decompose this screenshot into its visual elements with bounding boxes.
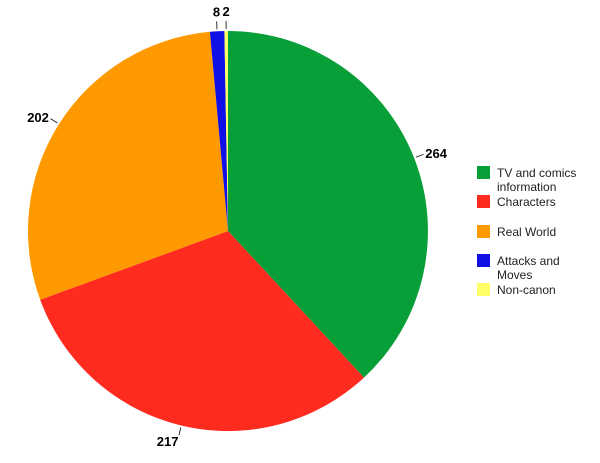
- legend-item-tv-and-comics-information: TV and comics information: [477, 166, 589, 194]
- legend-item-real-world: Real World: [477, 224, 589, 243]
- legend-label: Real World: [497, 224, 557, 239]
- legend-swatch-non-canon: [477, 283, 490, 296]
- pie-slice-non-canon[interactable]: [224, 30, 228, 231]
- value-leader-tick: [50, 118, 58, 124]
- legend-label: Characters: [497, 195, 556, 210]
- legend-label: Non-canon: [497, 283, 556, 297]
- legend-item-characters: Characters: [477, 195, 589, 213]
- slice-value-label: 217: [157, 434, 179, 449]
- legend-label: TV and comics information: [497, 166, 577, 194]
- pie-slice-real-world[interactable]: [27, 31, 228, 300]
- chart-legend: TV and comics information Characters Real …: [477, 166, 592, 301]
- pie-slice-tv-and-comics-information[interactable]: [228, 31, 428, 378]
- legend-swatch-characters: [477, 195, 490, 209]
- value-leader-tick: [178, 427, 182, 436]
- slice-value-label: 8: [213, 4, 220, 19]
- legend-swatch-attacks-and-moves: [477, 253, 490, 267]
- pie-slice-characters[interactable]: [40, 231, 364, 431]
- slice-value-label: 264: [425, 146, 447, 161]
- legend-swatch-real-world: [477, 224, 490, 238]
- slice-value-label: 202: [27, 110, 49, 125]
- legend-item-non-canon: Non-canon: [477, 283, 589, 301]
- legend-swatch-tv-and-comics-information: [477, 166, 490, 179]
- slice-value-label: 2: [222, 4, 229, 19]
- value-leader-tick: [415, 153, 424, 158]
- pie-slice-attacks-and-moves[interactable]: [209, 31, 228, 231]
- legend-item-attacks-and-moves: Attacks and Moves: [477, 253, 589, 282]
- legend-label: Attacks and Moves: [497, 253, 560, 282]
